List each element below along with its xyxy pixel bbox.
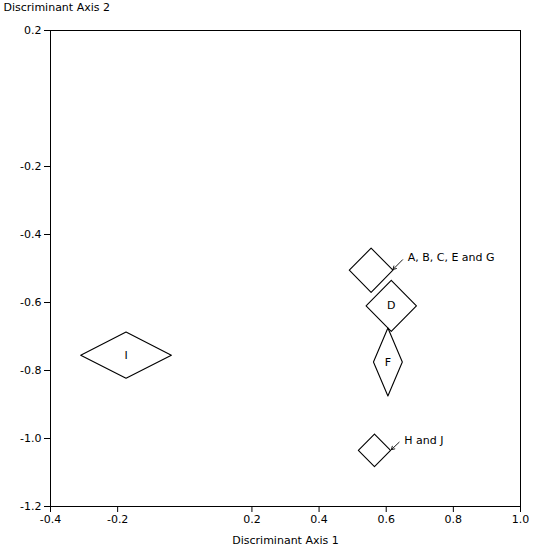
svg-text:-0.4: -0.4 bbox=[20, 228, 41, 241]
svg-text:Discriminant Axis 2: Discriminant Axis 2 bbox=[4, 1, 110, 14]
svg-text:F: F bbox=[385, 356, 391, 369]
svg-text:A, B, C, E and G: A, B, C, E and G bbox=[408, 251, 495, 264]
svg-text:-0.2: -0.2 bbox=[20, 160, 41, 173]
svg-text:0.2: 0.2 bbox=[24, 24, 42, 37]
svg-text:D: D bbox=[387, 299, 395, 312]
svg-text:0.8: 0.8 bbox=[445, 513, 463, 526]
svg-text:H and J: H and J bbox=[404, 434, 443, 447]
svg-text:0.6: 0.6 bbox=[377, 513, 395, 526]
svg-text:1.0: 1.0 bbox=[512, 513, 530, 526]
svg-text:-1.2: -1.2 bbox=[20, 500, 41, 513]
svg-text:0.2: 0.2 bbox=[243, 513, 261, 526]
svg-text:-0.6: -0.6 bbox=[20, 296, 41, 309]
svg-text:I: I bbox=[124, 349, 127, 362]
svg-text:Discriminant Axis 1: Discriminant Axis 1 bbox=[232, 534, 338, 546]
svg-text:-0.2: -0.2 bbox=[107, 513, 128, 526]
svg-text:-0.8: -0.8 bbox=[20, 364, 41, 377]
svg-text:-0.4: -0.4 bbox=[40, 513, 61, 526]
svg-text:-1.0: -1.0 bbox=[20, 432, 41, 445]
svg-text:0.4: 0.4 bbox=[310, 513, 328, 526]
